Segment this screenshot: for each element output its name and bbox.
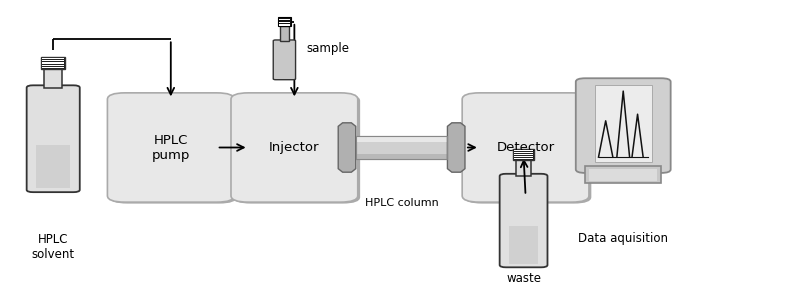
Bar: [42, 57, 65, 69]
Bar: [514, 152, 533, 153]
Bar: [586, 166, 661, 183]
Polygon shape: [338, 123, 356, 172]
FancyBboxPatch shape: [26, 85, 80, 192]
Bar: [514, 156, 533, 157]
Text: Injector: Injector: [269, 141, 320, 154]
Bar: [45, 69, 62, 88]
Bar: [514, 154, 533, 155]
Bar: [510, 226, 538, 263]
Text: HPLC column: HPLC column: [365, 198, 438, 208]
FancyBboxPatch shape: [107, 93, 234, 202]
Bar: [514, 149, 534, 160]
Bar: [42, 65, 64, 66]
FancyBboxPatch shape: [110, 94, 237, 204]
FancyBboxPatch shape: [462, 93, 589, 202]
Bar: [356, 136, 447, 159]
Bar: [356, 136, 447, 159]
FancyBboxPatch shape: [274, 40, 295, 80]
Bar: [356, 154, 447, 159]
FancyBboxPatch shape: [465, 94, 591, 204]
Bar: [514, 158, 533, 159]
Text: Detector: Detector: [497, 141, 554, 154]
Bar: [42, 60, 64, 61]
Text: Data aquisition: Data aquisition: [578, 232, 668, 245]
FancyBboxPatch shape: [576, 78, 670, 173]
Bar: [279, 19, 290, 20]
Bar: [590, 169, 657, 181]
Bar: [279, 24, 290, 26]
FancyBboxPatch shape: [500, 174, 547, 267]
Bar: [280, 26, 289, 41]
Bar: [42, 67, 64, 68]
Bar: [516, 160, 531, 176]
Text: HPLC
solvent: HPLC solvent: [32, 233, 74, 261]
Bar: [595, 85, 651, 162]
FancyBboxPatch shape: [231, 93, 358, 202]
Text: HPLC
pump: HPLC pump: [152, 134, 190, 161]
Text: waste: waste: [506, 273, 541, 286]
Polygon shape: [447, 123, 465, 172]
Bar: [42, 58, 64, 59]
Text: sample: sample: [306, 42, 350, 55]
Bar: [36, 145, 70, 188]
Bar: [356, 136, 447, 142]
Bar: [278, 17, 290, 26]
Bar: [514, 150, 533, 151]
FancyBboxPatch shape: [234, 94, 360, 204]
Bar: [279, 22, 290, 23]
